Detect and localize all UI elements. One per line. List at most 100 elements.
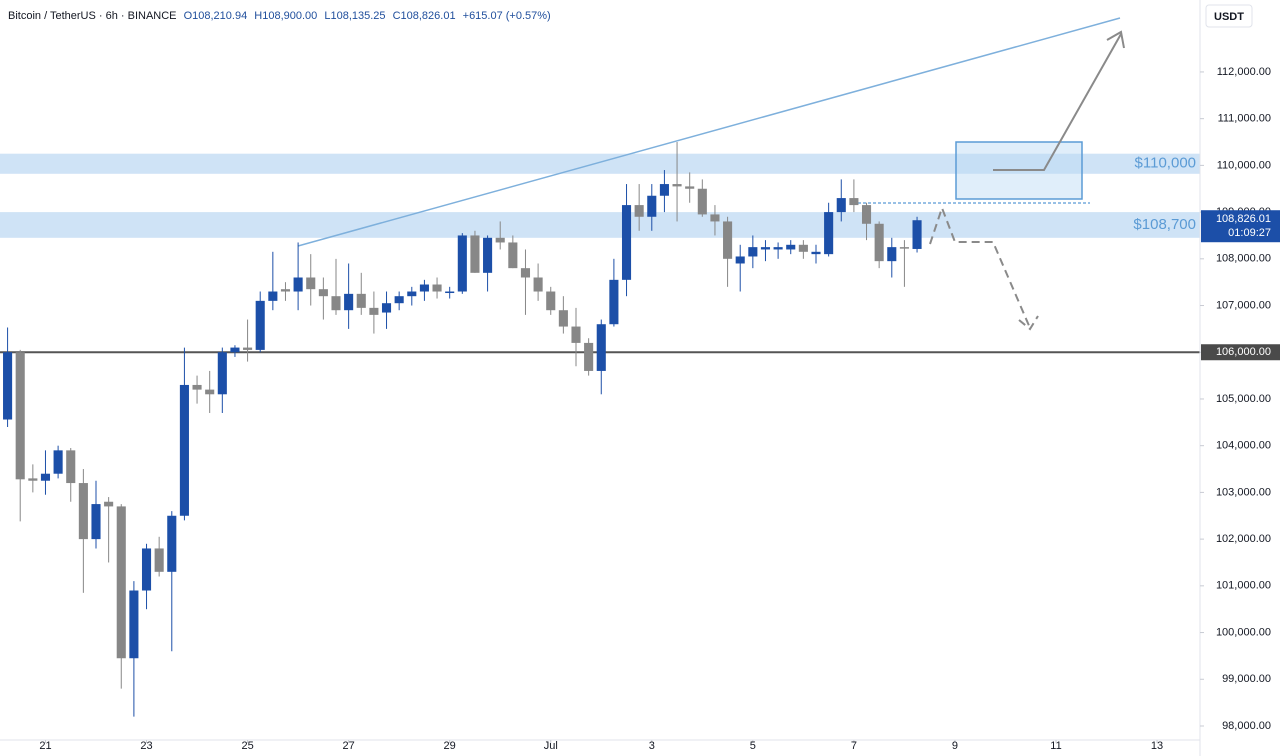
candle-body [887, 247, 897, 262]
candle-body [457, 235, 467, 292]
candle-body [520, 268, 531, 278]
candle-body [116, 506, 126, 659]
candle-body [811, 251, 821, 255]
bear-arrow [929, 205, 1031, 329]
candle-body [91, 504, 101, 540]
candle-body [836, 198, 846, 213]
currency-box [1205, 4, 1253, 28]
candle-body [596, 324, 606, 371]
x-tick-label: 29 [444, 740, 456, 752]
candle-body [685, 186, 695, 189]
candle-body [179, 384, 189, 516]
candle-body [874, 223, 884, 262]
candle-body [3, 352, 13, 420]
candle-body [293, 277, 303, 292]
x-tick-label: 13 [1151, 740, 1163, 752]
bull-arrowhead [1106, 30, 1125, 49]
bull-arrow [993, 33, 1122, 171]
x-tick-label: 25 [241, 740, 253, 752]
candle-body [546, 291, 556, 311]
candle-body [53, 450, 63, 474]
candle-body [735, 256, 745, 264]
zone [0, 212, 1200, 238]
y-tick-label: 105,000.00 [1216, 393, 1271, 405]
candle-body [141, 548, 152, 591]
candle-body [28, 478, 38, 481]
countdown-label: 01:09:27 [1228, 227, 1271, 239]
candle-body [205, 389, 215, 395]
candle-body [129, 590, 139, 659]
y-tick-label: 99,000.00 [1222, 673, 1271, 685]
candle-body [407, 291, 417, 297]
candle-body [495, 237, 505, 243]
x-tick-label: 11 [1050, 740, 1061, 752]
candle-body [609, 279, 619, 325]
candle-body [331, 296, 341, 311]
last-price-box [1201, 210, 1280, 243]
y-tick-label: 112,000.00 [1217, 66, 1271, 78]
last-price-label: 108,826.01 [1216, 213, 1271, 225]
candle-body [470, 235, 480, 273]
candle-body [445, 291, 455, 294]
candle-body [40, 473, 51, 481]
candle-body [344, 293, 354, 311]
candle-body [167, 515, 177, 572]
candle-body [760, 247, 771, 250]
x-tick-label: 3 [649, 740, 655, 752]
candle-body [621, 205, 632, 280]
x-tick-label: 27 [343, 740, 355, 752]
y-tick-label: 110,000.00 [1217, 159, 1271, 171]
candle-body [394, 296, 404, 304]
legend-change: +615.07 (+0.57%) [463, 10, 551, 22]
candle-body [419, 284, 429, 292]
y-tick-label: 108,000.00 [1216, 253, 1271, 265]
candle-body [672, 184, 682, 187]
y-tick-label: 100,000.00 [1216, 626, 1271, 638]
candle-body [78, 483, 88, 540]
candle-body [571, 326, 581, 343]
candle-body [381, 303, 392, 313]
candle-body [369, 307, 379, 315]
candle-body [432, 284, 442, 292]
x-tick-label: 5 [750, 740, 756, 752]
zone-label: $108,700 [1133, 216, 1196, 233]
candle-body [647, 195, 657, 217]
candle-body [558, 310, 568, 327]
candle-body [243, 347, 253, 350]
candle-body [634, 205, 644, 217]
legend-close: C108,826.01 [393, 10, 456, 22]
candle-body [268, 291, 278, 301]
zone-label: $110,000 [1135, 155, 1196, 172]
y-tick-label: 103,000.00 [1216, 486, 1271, 498]
x-tick-label: 9 [952, 740, 958, 752]
candle-body [533, 277, 543, 292]
candle-body [912, 220, 922, 249]
header: Bitcoin / TetherUS · 6h · BINANCE O108,2… [8, 10, 551, 22]
candle-body [66, 450, 76, 484]
y-tick-label: 101,000.00 [1216, 580, 1271, 592]
candle-body [849, 198, 859, 206]
y-tick-label: 107,000.00 [1216, 299, 1271, 311]
candle-body [659, 184, 669, 196]
candle-body [748, 247, 758, 257]
candle-body [356, 293, 366, 308]
candles [3, 142, 922, 717]
candle-body [824, 212, 834, 255]
currency: USDT [1214, 11, 1244, 23]
candle-body [584, 342, 594, 371]
candle-body [15, 352, 25, 480]
candle-body [483, 237, 493, 273]
zones: $110,000 $108,700 [0, 153, 1200, 354]
candle-body [306, 277, 316, 290]
level-price-box [1201, 344, 1280, 361]
candle-body [230, 347, 240, 353]
x-tick-label: 7 [851, 740, 857, 752]
candle-body [192, 384, 202, 390]
candle-body [104, 501, 114, 507]
axes: 98,000.00 99,000.00 100,000.00 101,000.00 10… [39, 66, 1280, 752]
legend-low: L108,135.25 [324, 10, 385, 22]
candle-body [508, 242, 518, 269]
candle-body [154, 548, 164, 572]
